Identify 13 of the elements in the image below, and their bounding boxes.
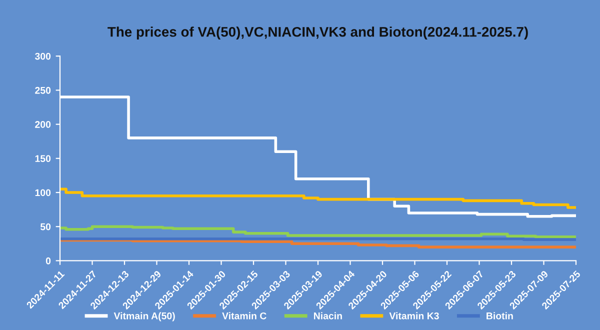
legend-label: Vitmain A(50): [114, 312, 175, 322]
y-tick-label: 300: [34, 52, 51, 60]
y-tick-label: 50: [40, 223, 51, 230]
legend-label: Niacin: [314, 312, 342, 320]
y-tick-label: 150: [35, 155, 51, 162]
legend-label: Vitamin C: [222, 312, 266, 320]
legend-label: Vitamin K3: [389, 312, 439, 320]
y-tick-label: 0: [46, 257, 51, 264]
y-tick-label: 200: [35, 121, 51, 128]
y-tick-label: 100: [35, 189, 51, 196]
y-tick-label: 250: [35, 86, 51, 94]
chart-title: The prices of VA(50),VC,NIACIN,VK3 and Bioton(2024.11-2025.7): [108, 26, 528, 40]
legend-label: Biotin: [486, 312, 513, 320]
